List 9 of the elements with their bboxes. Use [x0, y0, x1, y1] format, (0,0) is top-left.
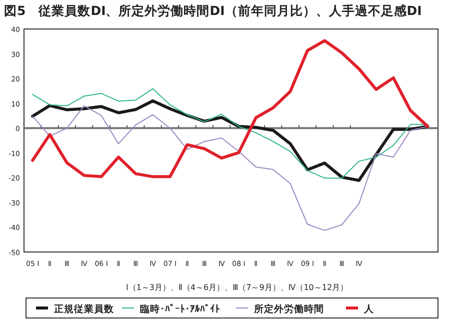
legend-label: 正規従業員数 — [53, 303, 115, 315]
line-series — [31, 39, 430, 178]
text: Ⅰ（1～3月）、Ⅱ（4～6月）、Ⅲ（7～9月）、Ⅳ（10～12月） — [126, 283, 348, 292]
legend-label: 人 — [363, 303, 375, 315]
line-series — [32, 105, 428, 231]
legend-label: 所定外労働時間 — [253, 303, 324, 315]
chart-title: 図5 従業員数DI、所定外労働時間DI（前年同月比）、人手過不足感DI — [4, 3, 422, 18]
line-series — [32, 88, 428, 179]
legend-label: 臨時･ﾊﾟｰﾄ･ｱﾙﾊﾞｲﾄ — [140, 303, 220, 315]
